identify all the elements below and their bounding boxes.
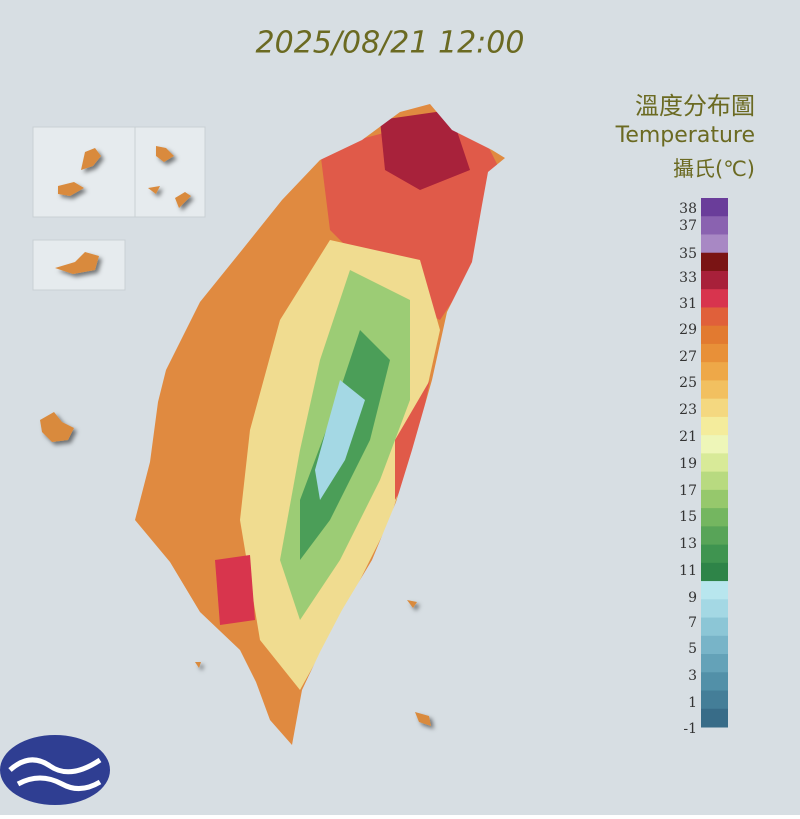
legend-label: 19 bbox=[679, 456, 697, 472]
logo bbox=[0, 735, 110, 805]
legend-label: 3 bbox=[688, 668, 697, 684]
legend-label: 27 bbox=[679, 349, 697, 365]
legend-band bbox=[701, 398, 728, 418]
legend-band bbox=[701, 343, 728, 363]
legend-label: 5 bbox=[688, 641, 697, 657]
legend-band bbox=[701, 289, 728, 308]
legend-band bbox=[701, 234, 728, 254]
legend-label: 38 bbox=[679, 201, 697, 217]
legend-band bbox=[701, 599, 728, 619]
legend-label: 35 bbox=[679, 246, 697, 262]
legend-label: 9 bbox=[688, 590, 697, 606]
legend-label: 17 bbox=[679, 483, 697, 499]
legend-band bbox=[701, 471, 728, 491]
legend-band bbox=[701, 672, 728, 692]
legend-label: -1 bbox=[683, 721, 697, 737]
legend-label: 1 bbox=[688, 695, 697, 711]
legend-band bbox=[701, 708, 728, 728]
legend-band bbox=[701, 362, 728, 381]
legend-band bbox=[701, 581, 728, 600]
legend-band bbox=[701, 508, 728, 527]
legend-label: 11 bbox=[679, 563, 697, 579]
legend-band bbox=[701, 416, 728, 436]
legend-band bbox=[701, 453, 728, 473]
legend-title: 溫度分布圖 bbox=[635, 92, 755, 120]
timestamp: 2025/08/21 12:00 bbox=[256, 26, 525, 61]
legend-subtitle: Temperature bbox=[615, 123, 755, 148]
legend-band bbox=[701, 635, 728, 655]
legend-band bbox=[701, 198, 728, 217]
legend-label: 29 bbox=[679, 322, 697, 338]
legend-band bbox=[701, 380, 728, 400]
legend-band bbox=[701, 307, 728, 327]
legend-band bbox=[701, 562, 728, 582]
legend-unit: 攝氏(℃) bbox=[673, 157, 755, 181]
legend-band bbox=[701, 690, 728, 710]
legend-band bbox=[701, 654, 728, 673]
legend-label: 15 bbox=[679, 509, 697, 525]
legend-band bbox=[701, 325, 728, 345]
legend-band bbox=[701, 526, 728, 546]
legend-band bbox=[701, 489, 728, 509]
legend-label: 13 bbox=[679, 536, 697, 552]
inset-islands bbox=[32, 126, 431, 726]
legend-label: 21 bbox=[679, 429, 697, 445]
legend-label: 23 bbox=[679, 402, 697, 418]
legend-band bbox=[701, 270, 728, 290]
legend-label: 37 bbox=[679, 218, 697, 234]
legend-label: 33 bbox=[679, 270, 697, 286]
legend-band bbox=[701, 544, 728, 564]
legend-label: 31 bbox=[679, 296, 697, 312]
legend-label: 7 bbox=[688, 615, 697, 631]
legend-band bbox=[701, 216, 728, 235]
legend-band bbox=[701, 252, 728, 272]
legend-band bbox=[701, 617, 728, 637]
legend-label: 25 bbox=[679, 375, 697, 391]
legend-band bbox=[701, 435, 728, 454]
